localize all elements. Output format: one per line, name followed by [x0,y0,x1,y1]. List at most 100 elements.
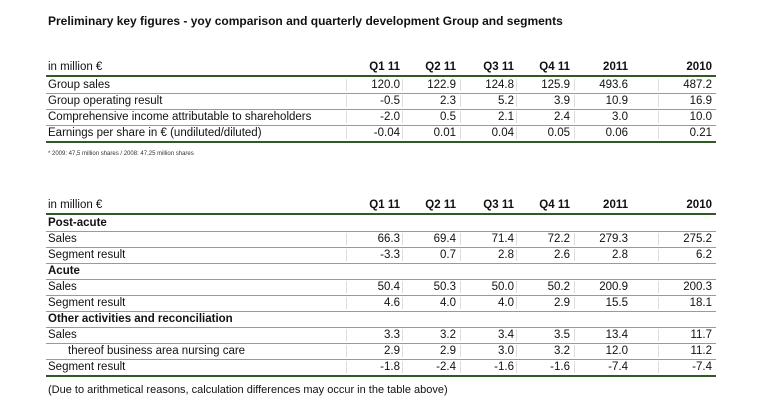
cell-value: 200.9 [574,281,630,293]
cell-value: 124.8 [460,79,516,91]
row-label: in million € [48,199,103,211]
row-label: Acute [48,265,80,277]
cell-value: 2.6 [516,249,572,261]
cell-value: 3.3 [346,329,402,341]
cell-value: 0.04 [460,127,516,139]
cell-value: Q1 11 [369,61,400,73]
cell-value: 2010 [686,61,712,73]
cell-value: 487.2 [658,79,714,91]
cell-value: 12.0 [574,345,630,357]
table-row: Segment result -1.8 -2.4 -1.6 -1.6 -7.4 -7.4 [46,360,716,377]
cell-value: 2011 [603,199,628,211]
cell-value: 2.1 [460,111,516,123]
cell-value: 50.3 [402,281,458,293]
table-row: Earnings per share in € (undiluted/dilut… [46,126,716,143]
footnote: * 2009: 47,5 million shares / 2008: 47,2… [48,151,194,157]
table-row: in million € Q1 11 Q2 11 Q3 11 Q4 11 2011 2010 [46,198,716,215]
cell-value: 279.3 [574,233,630,245]
row-label: Segment result [48,361,126,373]
row-label: in million € [48,61,103,73]
cell-value: 0.21 [658,127,714,139]
cell-value: 69.4 [402,233,458,245]
cell-value: 2.9 [346,345,402,357]
cell-value: Q3 11 [483,61,514,73]
cell-value: 3.5 [516,329,572,341]
row-label: Comprehensive income attributable to sha… [48,111,312,123]
cell-value: 2011 [603,61,628,73]
row-label: Group sales [48,79,111,91]
cell-value: 3.2 [402,329,458,341]
cell-value: -3.3 [346,249,402,261]
row-label: Segment result [48,297,126,309]
cell-value: -7.4 [658,361,714,373]
cell-value: -2.4 [402,361,458,373]
cell-value: -1.6 [460,361,516,373]
cell-value: Q1 11 [369,199,400,211]
cell-value: -0.04 [346,127,402,139]
cell-value: 0.01 [402,127,458,139]
cell-value: 0.06 [574,127,630,139]
table-row: thereof business area nursing care 2.9 2.9… [46,344,716,360]
cell-value: -7.4 [574,361,630,373]
table-row: Acute [46,264,716,280]
row-label: Earnings per share in € (undiluted/dilut… [48,127,262,139]
cell-value: 0.5 [402,111,458,123]
cell-value: 3.0 [574,111,630,123]
cell-value: 72.2 [516,233,572,245]
row-label: Sales [48,329,77,341]
table-row: Segment result 4.6 4.0 4.0 2.9 15.5 18.1 [46,296,716,312]
note: (Due to arithmetical reasons, calculatio… [48,384,448,396]
cell-value: 16.9 [658,95,714,107]
cell-value: 50.0 [460,281,516,293]
table-row: Comprehensive income attributable to sha… [46,110,716,126]
title: Preliminary key figures - yoy comparison… [48,14,563,28]
cell-value: 120.0 [346,79,402,91]
table-row: in million € Q1 11 Q2 11 Q3 11 Q4 11 2011 2010 [46,60,716,77]
cell-value: 50.4 [346,281,402,293]
table-row: Other activities and reconciliation [46,312,716,328]
cell-value: 18.1 [658,297,714,309]
cell-value: -1.6 [516,361,572,373]
table-row: Group sales 120.0 122.9 124.8 125.9 493.6 487.… [46,78,716,94]
cell-value: Q2 11 [425,61,456,73]
cell-value: 2.3 [402,95,458,107]
cell-value: 10.9 [574,95,630,107]
cell-value: 3.0 [460,345,516,357]
cell-value: 11.7 [658,329,714,341]
cell-value: 71.4 [460,233,516,245]
cell-value: 2.8 [574,249,630,261]
cell-value: 0.05 [516,127,572,139]
row-label: Group operating result [48,95,163,107]
cell-value: 4.6 [346,297,402,309]
cell-value: 122.9 [402,79,458,91]
cell-value: Q4 11 [539,199,570,211]
row-label: Other activities and reconciliation [48,313,233,325]
row-label: Segment result [48,249,126,261]
table-row: Sales 3.3 3.2 3.4 3.5 13.4 11.7 [46,328,716,344]
cell-value: 50.2 [516,281,572,293]
cell-value: 4.0 [402,297,458,309]
cell-value: 275.2 [658,233,714,245]
table-row: Post-acute [46,216,716,232]
cell-value: Q3 11 [483,199,514,211]
cell-value: -1.8 [346,361,402,373]
row-label: Sales [48,233,77,245]
cell-value: 0.7 [402,249,458,261]
cell-value: 125.9 [516,79,572,91]
cell-value: 3.4 [460,329,516,341]
cell-value: 11.2 [658,345,714,357]
cell-value: 493.6 [574,79,630,91]
cell-value: 4.0 [460,297,516,309]
cell-value: 2.9 [402,345,458,357]
cell-value: 2.9 [516,297,572,309]
table-row: Sales 50.4 50.3 50.0 50.2 200.9 200.3 [46,280,716,296]
table-row: Segment result -3.3 0.7 2.8 2.6 2.8 6.2 [46,248,716,264]
cell-value: Q2 11 [425,199,456,211]
cell-value: -2.0 [346,111,402,123]
table-row: Group operating result -0.5 2.3 5.2 3.9 10.9 1… [46,94,716,110]
cell-value: 66.3 [346,233,402,245]
cell-value: Q4 11 [539,61,570,73]
cell-value: 10.0 [658,111,714,123]
row-label: thereof business area nursing care [68,345,246,357]
